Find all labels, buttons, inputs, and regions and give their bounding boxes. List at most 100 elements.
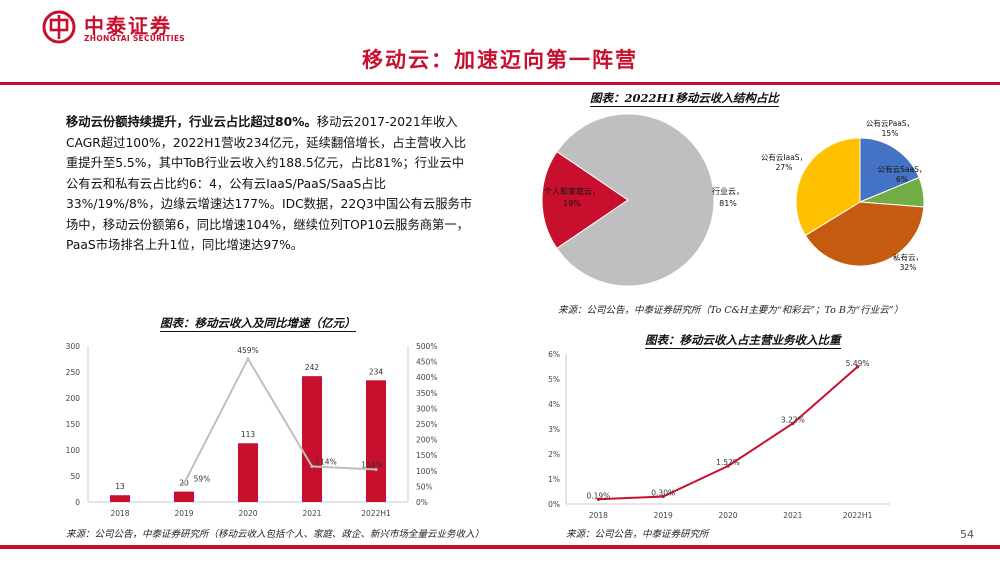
- footer-divider: [0, 545, 1000, 549]
- y-tick-label: 4%: [548, 400, 560, 409]
- share-line: [598, 365, 859, 501]
- y2-tick-label: 150%: [416, 451, 437, 460]
- growth-point: [246, 357, 250, 361]
- pie-slice-label: 行业云，: [712, 186, 744, 196]
- pie-slice-pct: 19%: [563, 199, 581, 208]
- revenue-bar: [302, 376, 322, 502]
- y2-tick-label: 250%: [416, 420, 437, 429]
- pie-slice: [556, 113, 715, 287]
- x-tick-label: 2020: [238, 509, 257, 518]
- breakdown-slice-label: 公有云IaaS，: [761, 152, 807, 162]
- share-label: 0.19%: [586, 491, 610, 500]
- revenue-bar: [238, 443, 258, 502]
- summary-lead: 移动云份额持续提升，行业云占比超过80%。: [66, 115, 317, 129]
- breakdown-slice-pct: 15%: [882, 129, 899, 138]
- pie-slice: [541, 150, 629, 250]
- logo-text-cn: 中泰证券: [84, 14, 172, 38]
- breakdown-slice-label: 公有云PaaS，: [866, 118, 914, 128]
- title-divider: [0, 82, 1000, 85]
- breakdown-slice-pct: 32%: [900, 263, 917, 272]
- pie-slice-label: 个人和家庭云，: [544, 186, 600, 196]
- y-tick-label: 0: [75, 498, 80, 507]
- growth-line: [183, 356, 377, 485]
- y-tick-label: 1%: [548, 475, 560, 484]
- share-label: 1.52%: [716, 458, 740, 467]
- y-tick-label: 150: [66, 420, 81, 429]
- y2-tick-label: 500%: [416, 342, 437, 351]
- breakdown-slice-label: 公有云SaaS，: [878, 164, 927, 174]
- logo-icon: [42, 10, 76, 44]
- x-tick-label: 2020: [718, 511, 737, 520]
- y-tick-label: 200: [66, 394, 81, 403]
- share-label: 5.49%: [846, 359, 870, 368]
- share-label: 3.22%: [781, 416, 805, 425]
- breakdown-slice: [859, 137, 920, 203]
- line-chart-title: 图表：移动云收入占主营业务收入比重: [645, 333, 841, 349]
- share-point: [791, 421, 795, 426]
- y-tick-label: 250: [66, 368, 81, 377]
- breakdown-slice-pct: 6%: [896, 175, 908, 184]
- growth-label: 459%: [237, 346, 258, 355]
- y-tick-label: 300: [66, 342, 81, 351]
- y-tick-label: 5%: [548, 375, 560, 384]
- y2-tick-label: 100%: [416, 467, 437, 476]
- revenue-growth-combo-chart: 0 50 100 150 200 250 300 0% 50% 100% 150% 200% 250% 3…: [66, 342, 438, 518]
- x-tick-label: 2022H1: [843, 511, 873, 520]
- revenue-bar-label: 242: [305, 363, 320, 372]
- x-tick-label: 2022H1: [361, 509, 391, 518]
- revenue-share-line-chart: 0% 1% 2% 3% 4% 5% 6% 2018 2019 2020 2021 2022H1 0.19…: [548, 350, 890, 520]
- x-tick-label: 2021: [783, 511, 802, 520]
- revenue-bar-label: 113: [241, 430, 256, 439]
- growth-label: 104%: [361, 461, 382, 470]
- growth-point: [310, 464, 314, 469]
- company-logo: 中泰证券 ZHONGTAI SECURITIES: [42, 8, 242, 48]
- y-tick-label: 100: [66, 446, 81, 455]
- page-number: 54: [960, 528, 974, 541]
- pie-chart-title: 图表：2022H1移动云收入结构占比: [590, 91, 779, 107]
- share-point: [661, 494, 665, 499]
- revenue-structure-pie-chart: 个人和家庭云， 19% 行业云， 81% 公有云PaaS，15% 公有云SaaS，6% 私有…: [541, 113, 927, 287]
- growth-label: 114%: [315, 457, 336, 466]
- share-label: 0.30%: [651, 489, 675, 498]
- y2-tick-label: 350%: [416, 389, 437, 398]
- y2-tick-label: 0%: [416, 498, 428, 507]
- share-point: [596, 497, 600, 501]
- x-tick-label: 2019: [174, 509, 193, 518]
- x-tick-label: 2021: [302, 509, 321, 518]
- y-tick-label: 0%: [548, 500, 560, 509]
- y-tick-label: 6%: [548, 350, 560, 359]
- line-chart-source: 来源：公司公告，中泰证券研究所: [566, 529, 709, 540]
- bar-chart-source: 来源：公司公告，中泰证券研究所（移动云收入包括个人、家庭、政企、新兴市场全量云业…: [66, 529, 485, 540]
- bar-chart-title: 图表：移动云收入及同比增速（亿元）: [160, 316, 356, 332]
- share-point: [726, 464, 730, 468]
- revenue-bar: [366, 380, 386, 502]
- y-tick-label: 2%: [548, 450, 560, 459]
- revenue-bar: [110, 495, 130, 502]
- y2-tick-label: 450%: [416, 358, 437, 367]
- y-tick-label: 50: [70, 472, 80, 481]
- breakdown-slice-label: 私有云，: [893, 252, 923, 262]
- logo-text-en: ZHONGTAI SECURITIES: [84, 34, 185, 43]
- y2-tick-label: 200%: [416, 436, 437, 445]
- growth-label: 59%: [194, 475, 211, 484]
- pie-slice-pct: 81%: [719, 199, 737, 208]
- revenue-bar-label: 13: [115, 482, 125, 491]
- breakdown-slice: [804, 201, 925, 267]
- growth-point: [182, 481, 186, 486]
- x-tick-label: 2019: [654, 511, 673, 520]
- summary-paragraph: 移动云份额持续提升，行业云占比超过80%。移动云2017-2021年收入CAGR…: [66, 112, 476, 256]
- breakdown-slice-pct: 27%: [776, 163, 793, 172]
- revenue-bar-label: 234: [369, 367, 384, 376]
- y2-tick-label: 400%: [416, 373, 437, 382]
- revenue-bar: [174, 491, 194, 502]
- y2-tick-label: 300%: [416, 404, 437, 413]
- share-point: [856, 365, 860, 369]
- y-tick-label: 3%: [548, 425, 560, 434]
- y2-tick-label: 50%: [416, 482, 433, 491]
- x-tick-label: 2018: [589, 511, 608, 520]
- growth-point: [374, 467, 378, 472]
- page-title: 移动云：加速迈向第一阵营: [362, 47, 638, 72]
- summary-body: 移动云2017-2021年收入CAGR超过100%，2022H1营收234亿元，…: [66, 115, 473, 252]
- pie-chart-source: 来源：公司公告，中泰证券研究所（To C&H主要为“和彩云”；To B为“行业云…: [558, 305, 904, 316]
- breakdown-slice: [795, 137, 861, 237]
